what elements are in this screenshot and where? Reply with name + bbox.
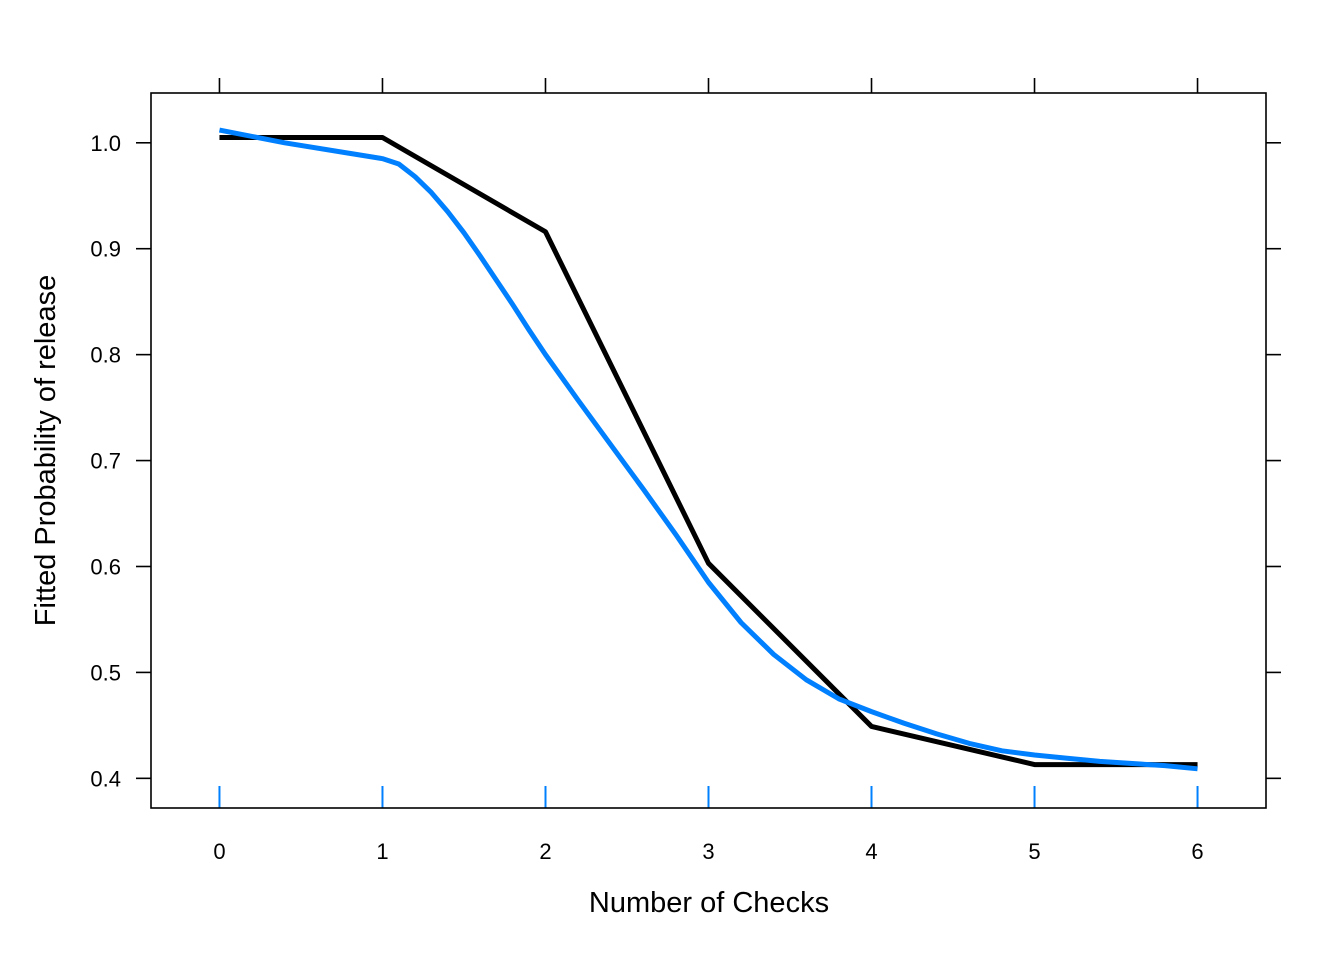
rug-marks	[218, 786, 1199, 808]
y-tick-label: 0.7	[90, 449, 121, 474]
x-tick-marks	[218, 78, 1199, 93]
y-axis-title: Fitted Probability of release	[30, 275, 62, 626]
x-tick-label: 2	[539, 839, 551, 864]
x-tick-labels: 0 1 2 3 4 5 6	[213, 839, 1203, 864]
y-tick-marks	[136, 141, 1281, 780]
y-tick-label: 0.6	[90, 554, 121, 579]
x-tick-label: 3	[702, 839, 714, 864]
y-tick-label: 0.5	[90, 660, 121, 685]
y-tick-labels: 0.4 0.5 0.6 0.7 0.8 0.9 1.0	[90, 131, 121, 792]
x-tick-label: 1	[376, 839, 388, 864]
x-axis-title: Number of Checks	[589, 887, 829, 919]
x-tick-label: 0	[213, 839, 225, 864]
y-tick-label: 1.0	[90, 131, 121, 156]
x-tick-label: 6	[1191, 839, 1203, 864]
x-tick-label: 4	[865, 839, 877, 864]
y-tick-label: 0.8	[90, 343, 121, 368]
fitted-series-line	[218, 127, 1198, 772]
series-lines	[218, 127, 1198, 772]
plot-frame	[150, 92, 1267, 809]
y-tick-label: 0.9	[90, 237, 121, 262]
x-tick-label: 5	[1028, 839, 1040, 864]
observed-series-line	[219, 134, 1198, 768]
y-tick-label: 0.4	[90, 766, 121, 791]
